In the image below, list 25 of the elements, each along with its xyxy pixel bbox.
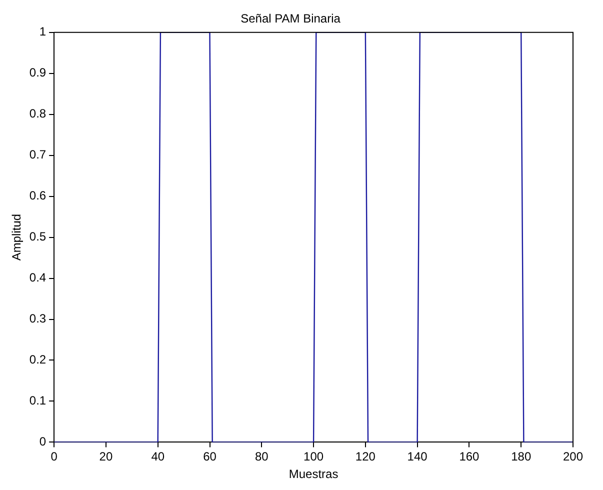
chart-title: Señal PAM Binaria xyxy=(240,12,341,26)
x-tick-label: 160 xyxy=(459,450,480,464)
x-tick-label: 200 xyxy=(562,450,584,464)
x-tick-label: 120 xyxy=(355,450,376,464)
y-tick-label: 0.3 xyxy=(29,312,46,326)
y-tick-label: 1 xyxy=(39,24,46,39)
x-axis-title: Muestras xyxy=(288,467,338,482)
x-tick-label: 20 xyxy=(99,450,113,464)
y-tick-label: 0.9 xyxy=(29,66,46,80)
x-tick-label: 140 xyxy=(407,450,428,464)
y-tick-label: 0 xyxy=(39,434,46,449)
x-tick-label: 0 xyxy=(50,450,58,464)
y-tick-label: 0.6 xyxy=(29,188,46,203)
y-tick-label: 0.8 xyxy=(29,106,46,121)
y-tick-label: 0.1 xyxy=(29,394,46,408)
y-tick-label: 0.5 xyxy=(29,230,46,244)
y-tick-label: 0.2 xyxy=(29,352,46,367)
y-tick-label: 0.4 xyxy=(29,270,46,285)
y-tick-label: 0.7 xyxy=(29,148,46,162)
x-tick-label: 180 xyxy=(511,450,532,464)
x-tick-label: 60 xyxy=(203,450,217,464)
x-tick-label: 40 xyxy=(151,450,165,464)
x-tick-label: 100 xyxy=(304,450,324,464)
y-axis-title: Amplitud xyxy=(10,214,24,261)
x-tick-label: 80 xyxy=(254,450,269,464)
